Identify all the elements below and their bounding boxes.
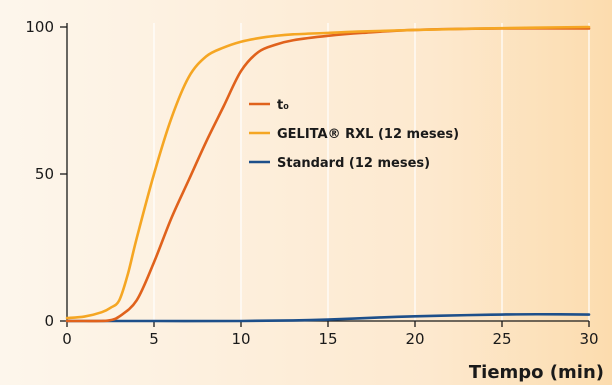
- series-lines: [65, 25, 591, 323]
- x-tick-label: 15: [318, 330, 337, 348]
- x-tick-label: 25: [492, 330, 511, 348]
- legend-label: GELITA® RXL (12 meses): [277, 127, 459, 142]
- y-tick-label: 100: [25, 18, 54, 36]
- series-line-0: [65, 27, 591, 323]
- series-line-1: [65, 25, 591, 320]
- y-tick-label: 0: [44, 312, 54, 330]
- x-tick-label: 0: [62, 330, 72, 348]
- x-tick-label: 10: [231, 330, 250, 348]
- x-tick-label: 30: [579, 330, 598, 348]
- y-tick-label: 50: [35, 165, 54, 183]
- legend-label: t₀: [277, 98, 289, 113]
- x-tick-label: 20: [405, 330, 424, 348]
- x-axis-title: Tiempo (min): [469, 362, 604, 383]
- axes: 0 5 10 15 20 25 30 0 50 100: [25, 18, 598, 348]
- legend: t₀ GELITA® RXL (12 meses) Standard (12 mes…: [249, 98, 459, 171]
- series-line-2: [65, 312, 591, 323]
- grid-lines: [153, 23, 590, 321]
- x-tick-label: 5: [149, 330, 159, 348]
- legend-label: Standard (12 meses): [277, 156, 430, 171]
